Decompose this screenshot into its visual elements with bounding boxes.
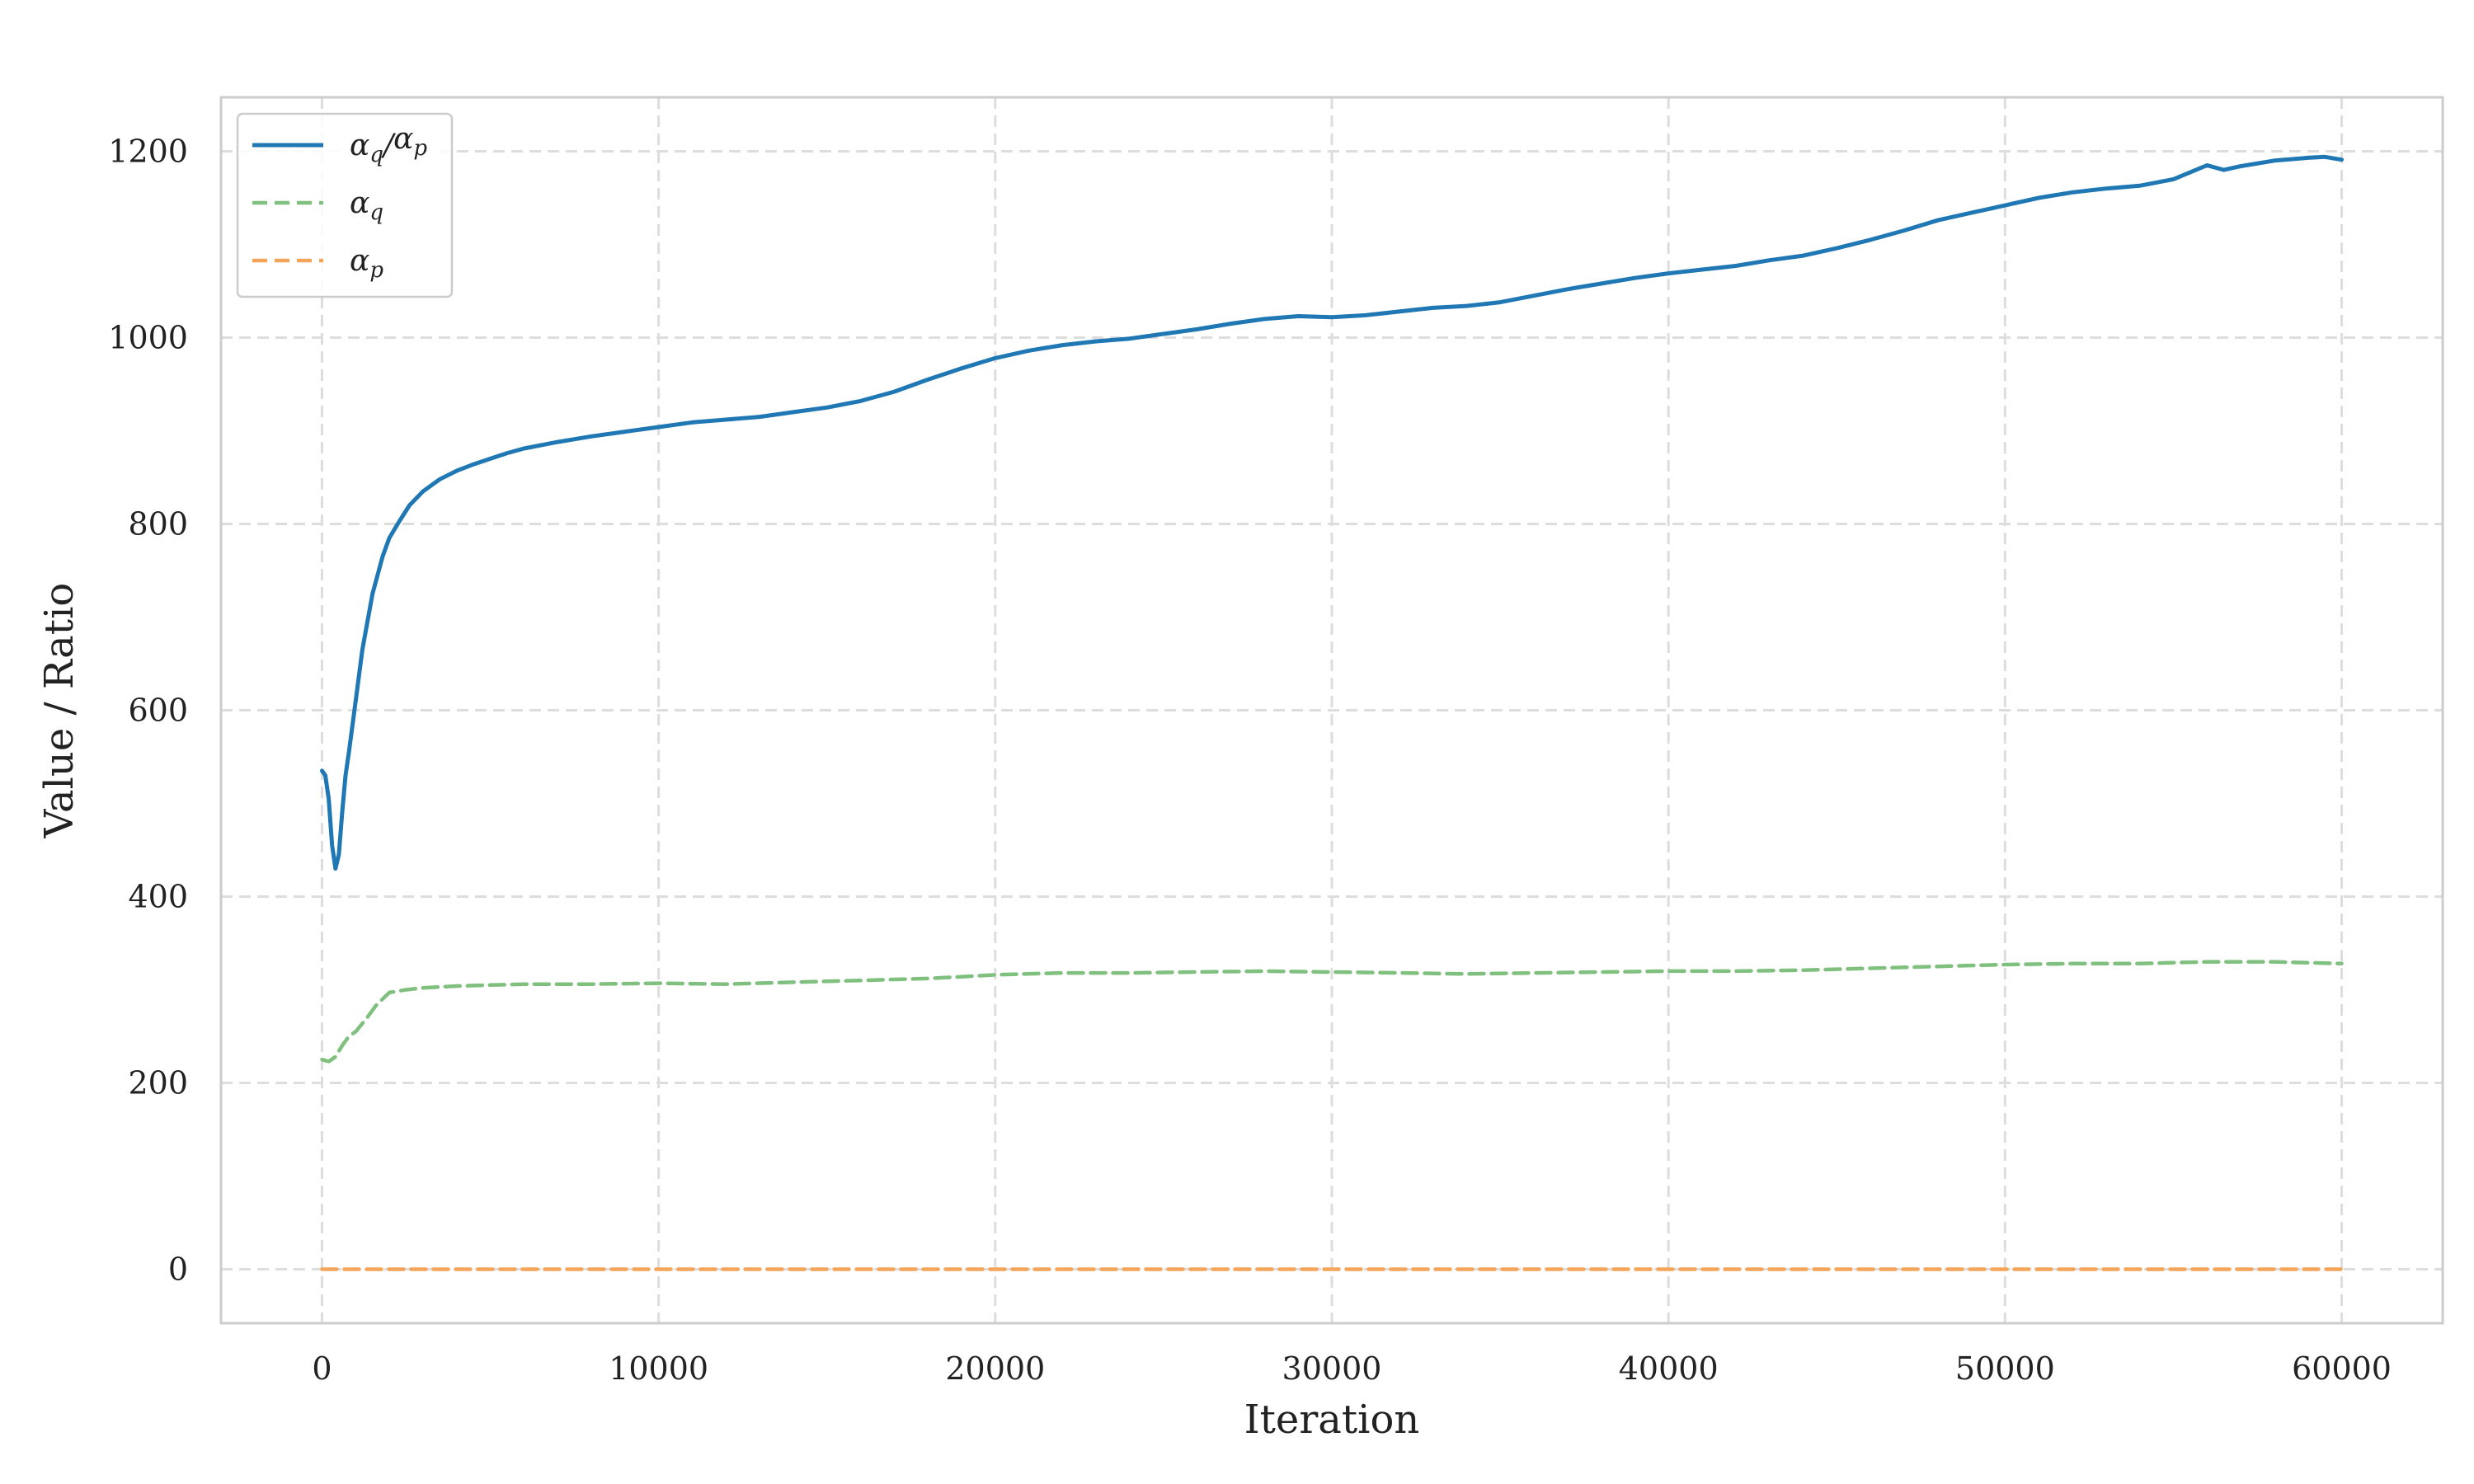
series-lines xyxy=(320,154,2344,1271)
legend-box xyxy=(236,112,454,298)
y-tick-label: 600 xyxy=(128,693,188,729)
y-tick-label: 1000 xyxy=(108,320,188,356)
series-line-1 xyxy=(320,960,2344,1064)
y-tick-label: 200 xyxy=(128,1064,188,1101)
tick-labels: 0 10000 20000 30000 40000 50000 60000 0 200 400 60… xyxy=(108,134,2392,1387)
legend-label: αq/αp xyxy=(350,122,427,167)
x-tick-label: 50000 xyxy=(1955,1350,2055,1387)
legend-label: αp xyxy=(350,244,383,283)
legend-label: αq xyxy=(350,186,383,225)
y-tick-label: 400 xyxy=(128,878,188,914)
x-tick-label: 40000 xyxy=(1619,1350,1719,1387)
y-tick-label: 800 xyxy=(128,506,188,542)
series-line-0 xyxy=(320,154,2344,871)
y-axis-title: Value / Ratio xyxy=(36,583,82,839)
x-tick-label: 60000 xyxy=(2292,1350,2392,1387)
y-tick-label: 1200 xyxy=(108,134,188,170)
x-tick-label: 10000 xyxy=(609,1350,708,1387)
x-tick-label: 0 xyxy=(312,1350,332,1387)
y-tick-label: 0 xyxy=(168,1251,188,1287)
grid xyxy=(221,97,2443,1323)
x-tick-label: 20000 xyxy=(945,1350,1045,1387)
legend: αq/αp αq αp xyxy=(236,112,454,298)
plot-frame xyxy=(219,96,2444,1325)
x-tick-label: 30000 xyxy=(1282,1350,1382,1387)
x-axis-title: Iteration xyxy=(1244,1397,1420,1443)
